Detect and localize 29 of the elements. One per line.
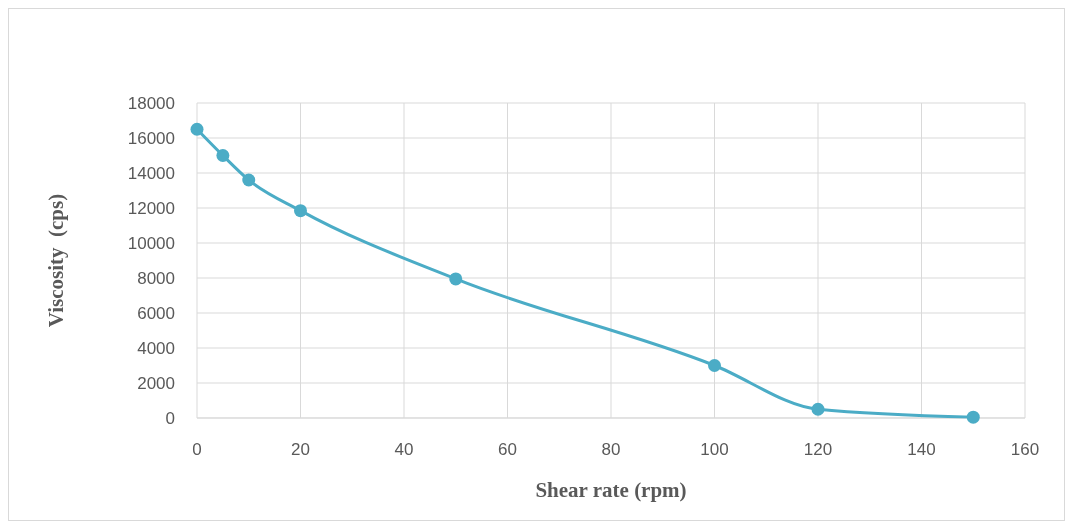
y-tick-label: 12000 bbox=[127, 198, 175, 218]
x-tick-label: 100 bbox=[700, 440, 729, 459]
x-axis-title: Shear rate (rpm) bbox=[535, 478, 687, 502]
point bbox=[966, 410, 980, 424]
point bbox=[216, 149, 230, 162]
x-tick-label: 140 bbox=[907, 440, 936, 459]
y-tick-label: 2000 bbox=[137, 373, 175, 393]
y-tick-label: 10000 bbox=[127, 233, 175, 253]
x-tick-label: 20 bbox=[291, 440, 310, 459]
point bbox=[708, 359, 721, 372]
x-tick-label: 80 bbox=[601, 440, 621, 459]
point bbox=[190, 122, 204, 136]
y-tick-label: 16000 bbox=[127, 128, 175, 148]
x-tick-label: 40 bbox=[394, 440, 414, 459]
point bbox=[294, 204, 307, 218]
y-tick-label: 8000 bbox=[137, 268, 175, 288]
x-tick-label: 0 bbox=[192, 440, 202, 459]
y-tick-label: 0 bbox=[165, 408, 175, 428]
y-tick-label: 4000 bbox=[137, 338, 175, 358]
x-tick-label: 120 bbox=[803, 440, 833, 459]
y-tick-label: 14000 bbox=[127, 163, 175, 183]
y-axis-title: Viscosity (cps) bbox=[44, 193, 68, 328]
y-tick-label: 18000 bbox=[127, 93, 175, 113]
y-tick-label: 6000 bbox=[137, 303, 175, 323]
point bbox=[242, 173, 256, 187]
x-tick-label: 160 bbox=[1010, 440, 1040, 459]
point bbox=[811, 402, 825, 416]
point bbox=[449, 272, 463, 286]
x-tick-label: 60 bbox=[498, 440, 517, 459]
